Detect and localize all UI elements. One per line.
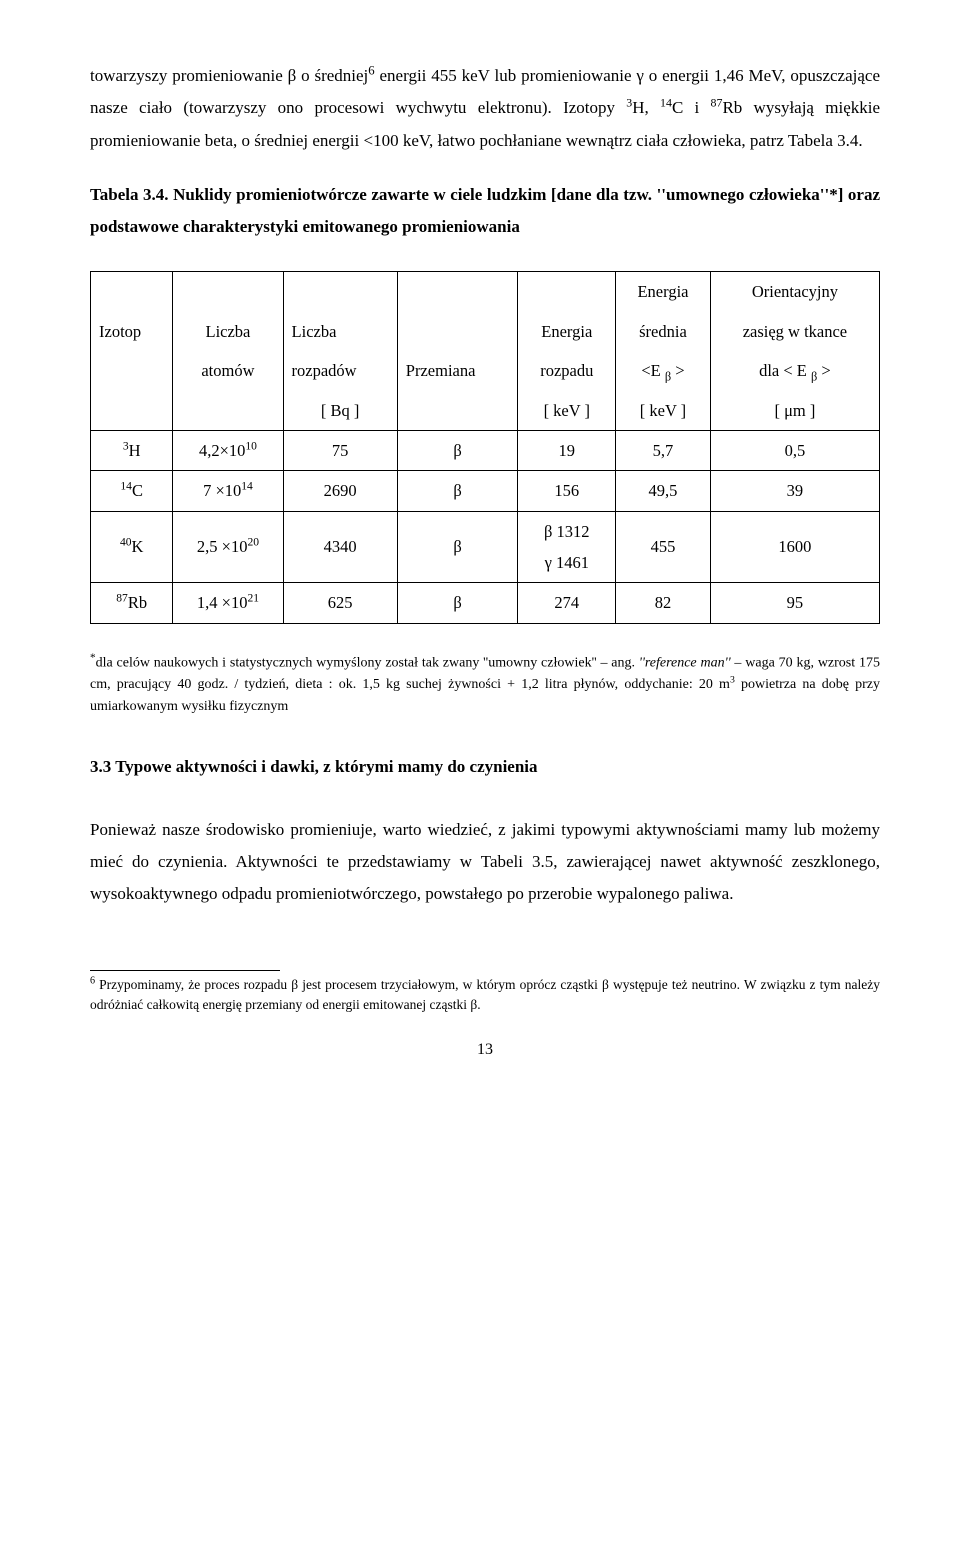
- th-um: [ μm ]: [710, 391, 879, 431]
- cell-range: 39: [710, 471, 879, 511]
- cell-atoms: 4,2×1010: [173, 430, 283, 470]
- cell-bq: 2690: [283, 471, 397, 511]
- cell-range: 0,5: [710, 430, 879, 470]
- cell-range: 1600: [710, 511, 879, 583]
- cell-energy-avg: 82: [616, 583, 711, 623]
- nuclide-table: Energia Orientacyjny Izotop Liczba Liczb…: [90, 271, 880, 623]
- th-blank: [173, 391, 283, 431]
- th-przemiana: Przemiana: [397, 351, 518, 390]
- th-blank: [173, 272, 283, 312]
- paragraph-section: Ponieważ nasze środowisko promieniuje, w…: [90, 814, 880, 911]
- th-rozpadu: rozpadu: [518, 351, 616, 390]
- th-kev: [ keV ]: [518, 391, 616, 431]
- table-row: 14C7 ×10142690β15649,539: [91, 471, 880, 511]
- cell-atoms: 1,4 ×1021: [173, 583, 283, 623]
- th-blank: [91, 391, 173, 431]
- cell-isotope: 3H: [91, 430, 173, 470]
- cell-energy-avg: 49,5: [616, 471, 711, 511]
- cell-atoms: 2,5 ×1020: [173, 511, 283, 583]
- cell-energy-decay: 19: [518, 430, 616, 470]
- table-body: 3H4,2×101075β195,70,514C7 ×10142690β1564…: [91, 430, 880, 623]
- cell-isotope: 14C: [91, 471, 173, 511]
- th-energia-rozpadu: Energia: [518, 312, 616, 351]
- page-number: 13: [90, 1035, 880, 1065]
- th-liczba-rozpadow: Liczba: [283, 312, 397, 351]
- th-blank: [91, 272, 173, 312]
- th-energia-srednia: średnia: [616, 312, 711, 351]
- footnote-6: 6 Przypominamy, że proces rozpadu β jest…: [90, 975, 880, 1014]
- cell-decay: β: [397, 511, 518, 583]
- cell-isotope: 40K: [91, 511, 173, 583]
- table-row: 3H4,2×101075β195,70,5: [91, 430, 880, 470]
- cell-energy-decay: β 1312γ 1461: [518, 511, 616, 583]
- th-blank: [91, 351, 173, 390]
- cell-bq: 75: [283, 430, 397, 470]
- th-atomow: atomów: [173, 351, 283, 390]
- th-rozpadow: rozpadów: [283, 351, 397, 390]
- cell-decay: β: [397, 430, 518, 470]
- cell-atoms: 7 ×1014: [173, 471, 283, 511]
- footnote-separator: [90, 970, 280, 971]
- th-ebeta: <E β >: [616, 351, 711, 390]
- th-blank: [283, 272, 397, 312]
- cell-energy-avg: 455: [616, 511, 711, 583]
- cell-bq: 4340: [283, 511, 397, 583]
- table-title: Tabela 3.4. Nuklidy promieniotwórcze zaw…: [90, 179, 880, 244]
- cell-isotope: 87Rb: [91, 583, 173, 623]
- th-kev2: [ keV ]: [616, 391, 711, 431]
- th-dla-ebeta: dla < E β >: [710, 351, 879, 390]
- th-liczba-atomow: Liczba: [173, 312, 283, 351]
- table-footnote: *dla celów naukowych i statystycznych wy…: [90, 650, 880, 718]
- table-row: 40K2,5 ×10204340ββ 1312γ 14614551600: [91, 511, 880, 583]
- cell-decay: β: [397, 471, 518, 511]
- paragraph-intro: towarzyszy promieniowanie β o średniej6 …: [90, 60, 880, 157]
- cell-bq: 625: [283, 583, 397, 623]
- table-row: 87Rb1,4 ×1021625β2748295: [91, 583, 880, 623]
- cell-energy-avg: 5,7: [616, 430, 711, 470]
- th-izotop: Izotop: [91, 312, 173, 351]
- cell-energy-decay: 156: [518, 471, 616, 511]
- cell-decay: β: [397, 583, 518, 623]
- th-blank: [397, 312, 518, 351]
- th-zasieg-tkance: zasięg w tkance: [710, 312, 879, 351]
- th-energia: Energia: [616, 272, 711, 312]
- cell-energy-decay: 274: [518, 583, 616, 623]
- th-blank: [397, 272, 518, 312]
- th-bq: [ Bq ]: [283, 391, 397, 431]
- cell-range: 95: [710, 583, 879, 623]
- section-heading: 3.3 Typowe aktywności i dawki, z którymi…: [90, 751, 880, 783]
- th-zasieg: Orientacyjny: [710, 272, 879, 312]
- th-blank: [397, 391, 518, 431]
- th-blank: [518, 272, 616, 312]
